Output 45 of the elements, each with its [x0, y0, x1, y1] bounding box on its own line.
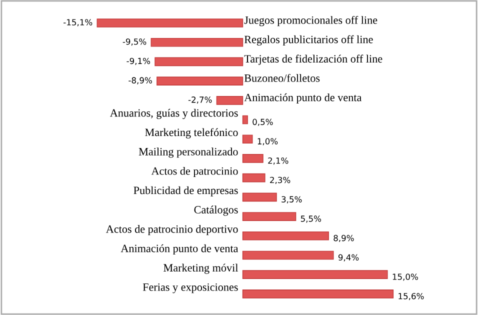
data-label: 5,5%: [300, 216, 322, 223]
y-tick-label: Ferias y exposiciones: [142, 283, 238, 294]
y-tick-label: Catálogos: [194, 206, 238, 216]
bar: [242, 134, 253, 144]
data-label: 8,9%: [334, 234, 354, 242]
data-label: 15,0%: [392, 274, 418, 281]
y-tick-label: Regalos publicitarios off line: [244, 35, 373, 46]
y-tick-label: Marketing móvil: [164, 264, 238, 274]
data-label: -9,1%: [126, 58, 150, 65]
y-tick-label: Buzoneo/folletos: [244, 74, 320, 82]
data-label: 15,6%: [398, 292, 424, 300]
y-tick-label: Actos de patrocinio deportivo: [106, 225, 238, 236]
bar: [150, 38, 244, 47]
y-tick-label: Animación punto de venta: [244, 93, 362, 104]
data-label: 0,5%: [252, 118, 273, 126]
data-label: -15,1%: [64, 19, 92, 26]
data-label: 2,3%: [270, 176, 290, 184]
bar: [96, 18, 244, 28]
data-label: 1,0%: [258, 138, 278, 146]
y-tick-label: Marketing telefónico: [145, 128, 238, 138]
data-label: -9,5%: [122, 38, 146, 46]
bar: [242, 173, 266, 182]
bar: [242, 115, 248, 124]
bar: [242, 231, 329, 240]
y-tick-label: Juegos promocionales off line: [244, 16, 378, 26]
bar: [242, 212, 296, 221]
y-tick-label: Publicidad de empresas: [134, 186, 238, 196]
bar: [242, 250, 334, 260]
y-tick-label: Mailing personalizado: [138, 148, 238, 158]
bar: [216, 96, 244, 105]
data-label: -2,7%: [188, 96, 212, 104]
bar: [156, 76, 244, 86]
bar: [242, 290, 394, 298]
data-label: 3,5%: [282, 196, 302, 204]
y-tick-label: Tarjetas de fidelización off line: [244, 54, 382, 65]
bar: [242, 154, 264, 163]
y-tick-label: Actos de patrocinio: [151, 166, 238, 178]
y-tick-label: Anuarios, guías y directorios: [110, 108, 238, 120]
data-label: -8,9%: [128, 77, 152, 84]
bar: [154, 57, 244, 66]
data-label: 9,4%: [338, 254, 359, 262]
y-tick-label: Animación punto de venta: [120, 244, 238, 254]
bar: [242, 270, 388, 279]
bar: [242, 192, 277, 202]
data-label: 2,1%: [268, 157, 288, 165]
